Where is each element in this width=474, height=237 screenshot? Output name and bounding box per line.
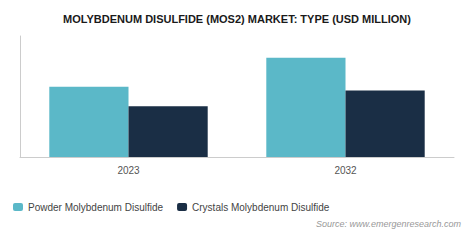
svg-text:Powder Molybdenum Disulfide: Powder Molybdenum Disulfide (28, 202, 164, 213)
svg-text:2032: 2032 (334, 165, 357, 176)
svg-text:Crystals Molybdenum Disulfide: Crystals Molybdenum Disulfide (192, 202, 330, 213)
svg-text:Source: www.emergenresearch.co: Source: www.emergenresearch.com (316, 219, 462, 229)
svg-text:MOLYBDENUM DISULFIDE (MOS2) MA: MOLYBDENUM DISULFIDE (MOS2) MARKET: TYPE… (63, 13, 411, 25)
svg-text:2023: 2023 (117, 165, 140, 176)
